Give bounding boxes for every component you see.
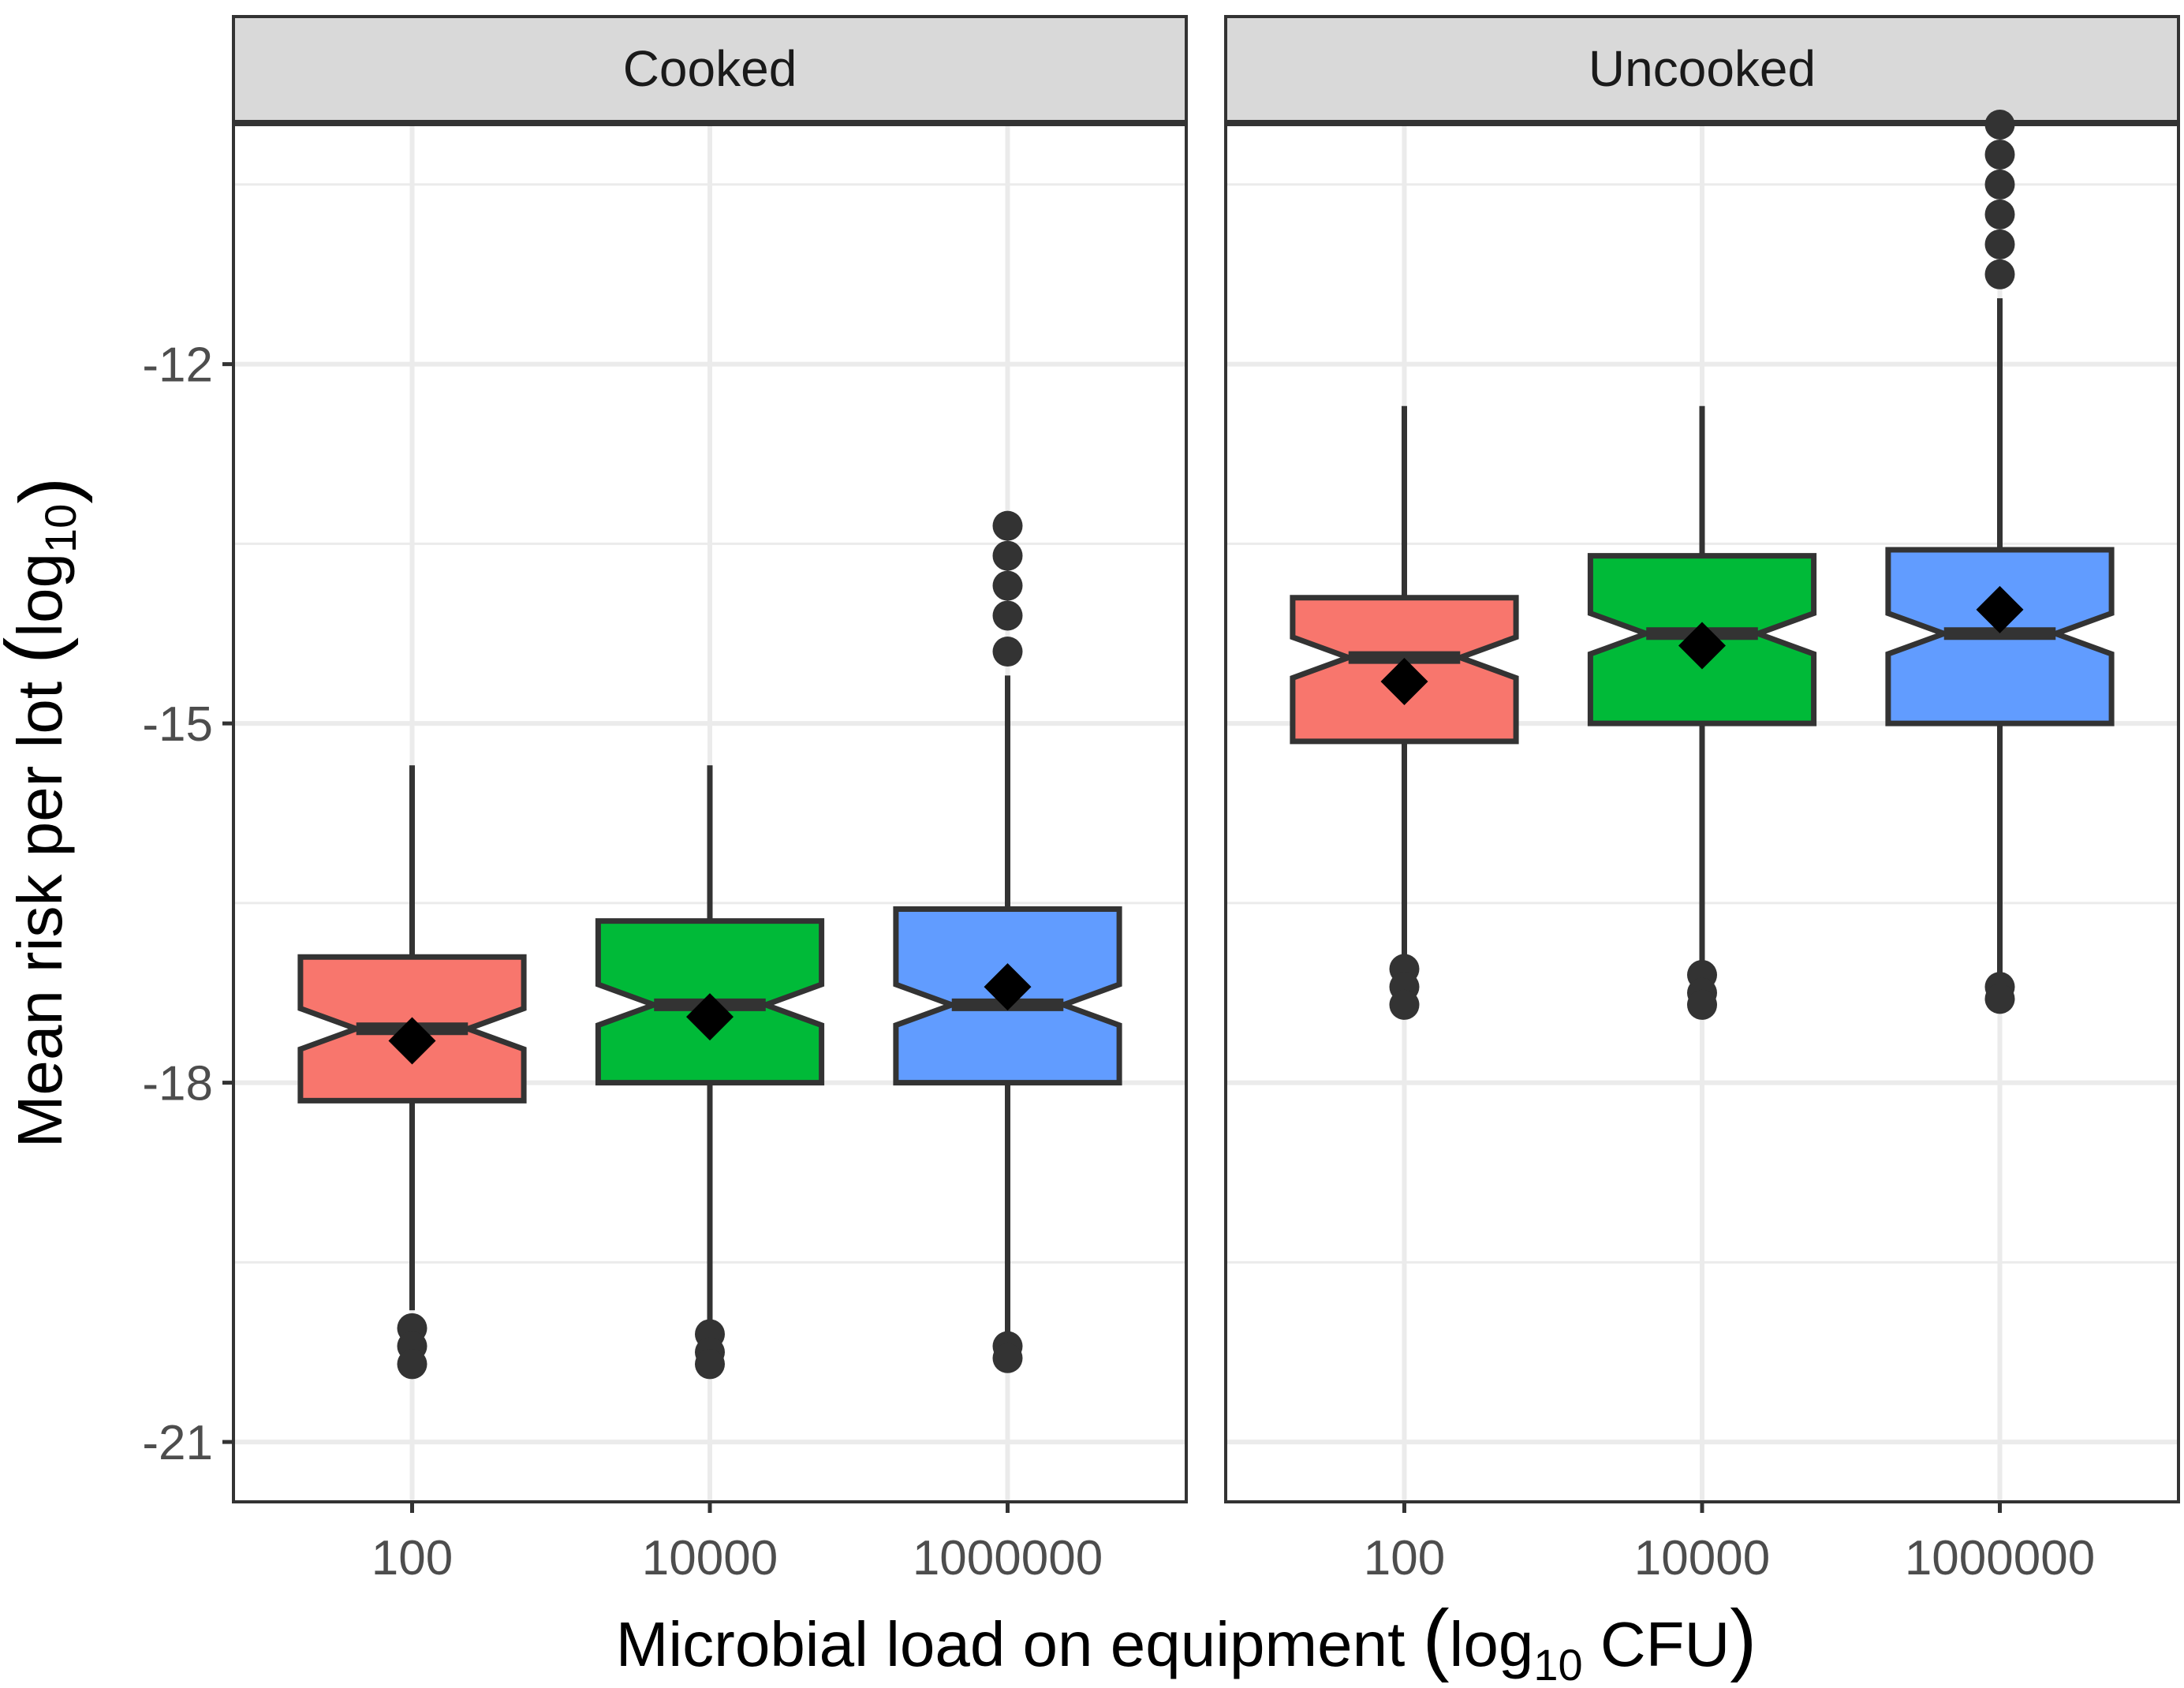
y-axis-title-open-paren: ( xyxy=(0,637,79,664)
y-tick-label-3: -12 xyxy=(142,338,213,393)
outlier-point-cooked-cat-1000000-2 xyxy=(992,637,1023,667)
y-tick-label-2: -15 xyxy=(142,697,213,752)
outlier-point-cooked-cat-1000000-6 xyxy=(992,510,1023,541)
outlier-point-cooked-cat-1000000-4 xyxy=(992,570,1023,601)
outlier-point-cooked-cat-10000-2 xyxy=(695,1349,725,1380)
y-tick-label-0: -21 xyxy=(142,1416,213,1470)
box-uncooked-cat-10000 xyxy=(1587,405,1817,1020)
outlier-point-cooked-cat-1000000-1 xyxy=(992,1343,1023,1373)
y-axis-title-close-paren: ) xyxy=(3,477,93,504)
mean-marker-cooked-cat-1000000 xyxy=(984,963,1032,1011)
x-tick-label-cooked-cat-1000000: 1000000 xyxy=(913,1531,1103,1585)
boxes-cooked xyxy=(297,510,1122,1380)
y-axis: -21 -18 -15 -12 xyxy=(142,338,233,1470)
x-axis-title-suffix: CFU xyxy=(1583,1609,1730,1679)
strip-label-cooked: Cooked xyxy=(623,40,797,97)
box-cooked-cat-1000000 xyxy=(893,510,1122,1373)
panel-cooked: Cooked xyxy=(232,15,1188,1503)
x-tick-label-uncooked-cat-1000000: 1000000 xyxy=(1905,1531,2095,1585)
outlier-point-cooked-cat-100-2 xyxy=(397,1349,427,1380)
y-tick-label-1: -18 xyxy=(142,1057,213,1111)
outlier-point-uncooked-cat-1000000-6 xyxy=(1984,139,2015,170)
y-axis-title-log: log xyxy=(5,553,75,637)
x-axis-title-prefix: Microbial load on equipment xyxy=(616,1609,1423,1679)
box-cooked-cat-100 xyxy=(297,765,527,1380)
outlier-point-uncooked-cat-10000-2 xyxy=(1687,989,1717,1020)
panel-uncooked: Uncooked xyxy=(1224,15,2180,1503)
x-axis: 100 10000 1000000 100 10000 1000000 xyxy=(371,1502,2095,1585)
x-tick-label-cooked-cat-100: 100 xyxy=(371,1531,453,1585)
box-uncooked-cat-100 xyxy=(1290,405,1519,1020)
mean-marker-cooked-cat-10000 xyxy=(686,993,734,1041)
x-axis-title-close-paren: ) xyxy=(1730,1593,1757,1683)
y-axis-title: Mean risk per lot (log10) xyxy=(0,477,93,1148)
x-tick-label-uncooked-cat-100: 100 xyxy=(1364,1531,1445,1585)
x-tick-label-uncooked-cat-10000: 10000 xyxy=(1634,1531,1770,1585)
mean-marker-uncooked-cat-10000 xyxy=(1678,622,1726,670)
outlier-point-uncooked-cat-100-2 xyxy=(1389,989,1420,1020)
x-axis-title: Microbial load on equipment (log10 CFU) xyxy=(616,1593,1757,1688)
x-axis-title-log: log xyxy=(1450,1609,1534,1679)
outlier-point-uncooked-cat-1000000-2 xyxy=(1984,259,2015,289)
outlier-point-cooked-cat-1000000-3 xyxy=(992,600,1023,631)
x-axis-title-subscript: 10 xyxy=(1533,1640,1582,1688)
y-axis-title-subscript: 10 xyxy=(35,504,85,553)
outlier-point-uncooked-cat-1000000-5 xyxy=(1984,169,2015,200)
outlier-point-uncooked-cat-1000000-1 xyxy=(1984,984,2015,1014)
strip-label-uncooked: Uncooked xyxy=(1589,40,1816,97)
y-axis-title-prefix: Mean risk per lot xyxy=(5,664,75,1148)
box-cooked-cat-10000 xyxy=(595,765,825,1380)
mean-marker-uncooked-cat-1000000 xyxy=(1976,585,2024,633)
outlier-point-uncooked-cat-1000000-3 xyxy=(1984,229,2015,260)
x-axis-title-open-paren: ( xyxy=(1423,1593,1450,1683)
strip-cooked xyxy=(232,15,1188,123)
outlier-point-cooked-cat-1000000-5 xyxy=(992,540,1023,571)
x-tick-label-cooked-cat-10000: 10000 xyxy=(642,1531,778,1585)
outlier-point-uncooked-cat-1000000-4 xyxy=(1984,199,2015,230)
boxes-uncooked xyxy=(1290,110,2115,1020)
mean-marker-cooked-cat-100 xyxy=(388,1017,436,1065)
strip-uncooked xyxy=(1224,15,2180,123)
box-uncooked-cat-1000000 xyxy=(1885,110,2115,1014)
mean-marker-uncooked-cat-100 xyxy=(1380,657,1428,705)
